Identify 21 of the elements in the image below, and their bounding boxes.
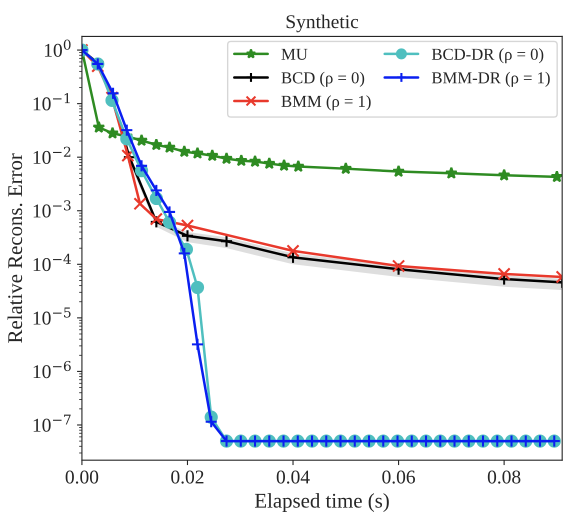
chart-title: Synthetic bbox=[286, 14, 358, 32]
x-tick-label: 0.00 bbox=[66, 470, 98, 484]
legend-label: BMM (ρ = 1) bbox=[281, 95, 371, 110]
y-axis-title: Relative Recons. Error bbox=[8, 153, 22, 343]
y-tick-label: 10$^{−4}$ bbox=[34, 254, 71, 272]
y-tick-label: 10$^{−6}$ bbox=[34, 360, 71, 378]
legend-label: MU bbox=[281, 48, 308, 60]
legend-label: BCD-DR (ρ = 0) bbox=[432, 48, 544, 64]
x-tick-label: 0.02 bbox=[171, 470, 204, 484]
x-tick-label: 0.08 bbox=[488, 470, 520, 484]
y-tick-label: 10$^{−5}$ bbox=[34, 308, 71, 325]
y-tick-label: 10$^{0}$ bbox=[44, 40, 71, 57]
x-tick-label: 0.06 bbox=[382, 470, 416, 484]
x-axis-title: Elapsed time (s) bbox=[254, 493, 389, 512]
legend-label: BMM-DR (ρ = 1) bbox=[432, 72, 550, 87]
y-tick-label: 10$^{−2}$ bbox=[34, 146, 70, 164]
y-tick-label: 10$^{−7}$ bbox=[34, 414, 71, 432]
y-tick-label: 10$^{−1}$ bbox=[34, 93, 70, 110]
x-tick-label: 0.04 bbox=[276, 470, 310, 484]
y-tick-label: 10$^{−3}$ bbox=[34, 200, 71, 218]
legend-label: BCD (ρ = 0) bbox=[281, 72, 364, 87]
